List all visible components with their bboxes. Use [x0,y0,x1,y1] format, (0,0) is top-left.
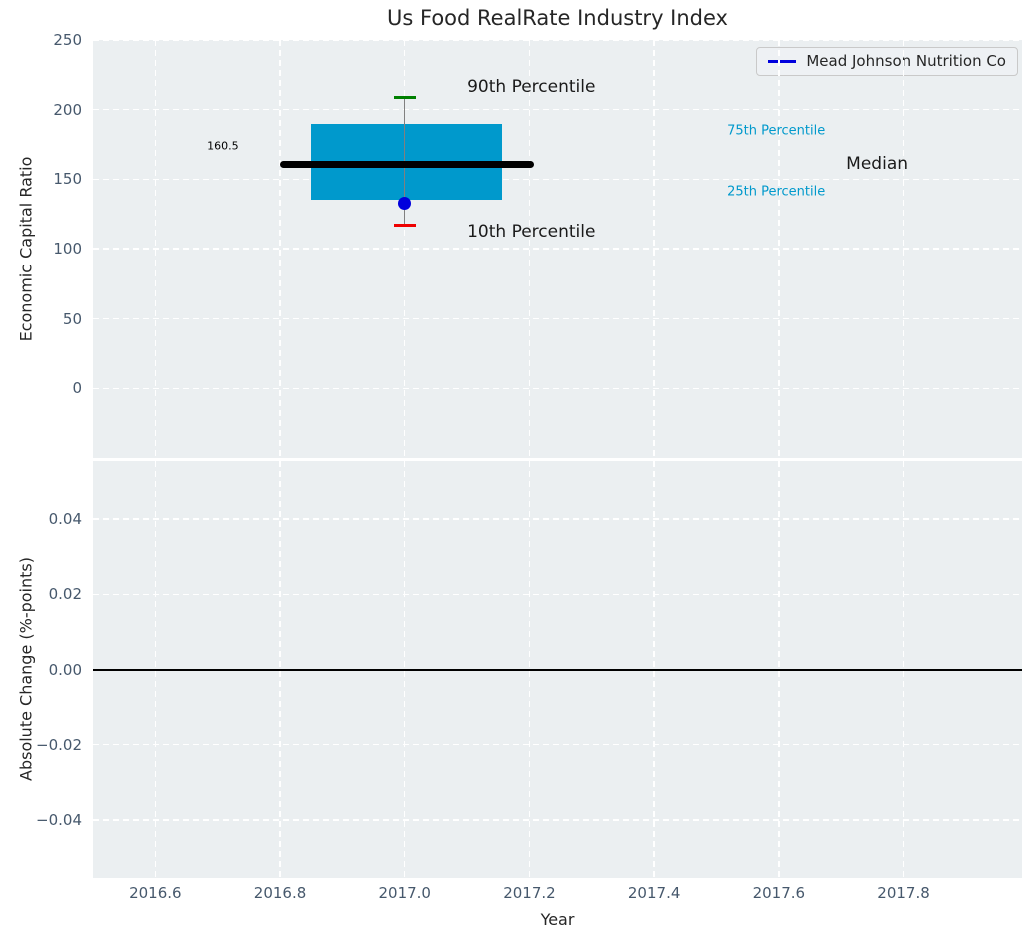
whisker-cap-10th [393,223,416,227]
x-tick-label: 2017.0 [378,884,431,902]
median-line [280,161,534,169]
whisker-cap-90th [393,95,416,99]
y-tick-label: 200 [53,100,82,119]
y-tick-label: 0 [72,379,82,398]
y-tick-label: 100 [53,240,82,258]
y-tick-label: 0.04 [48,510,82,529]
y-tick-label: 50 [62,309,82,328]
gridline-horizontal [93,108,1022,111]
annotation-10th-percentile: 10th Percentile [467,222,596,243]
gridline-horizontal [93,178,1022,181]
zero-line [93,668,1022,671]
gridline-horizontal [93,248,1022,250]
annotation-90th-percentile: 90th Percentile [467,77,596,98]
y-tick-label: 150 [53,170,82,189]
gridline-horizontal [93,593,1022,596]
x-tick-label: 2017.4 [627,884,681,902]
legend: Mead Johnson Nutrition Co [756,47,1018,76]
gridline-horizontal [93,518,1022,520]
chart-title: Us Food RealRate Industry Index [387,6,728,30]
gridline-horizontal [93,387,1022,390]
y-tick-label: −0.04 [36,810,82,829]
x-tick-label: 2017.2 [503,884,556,902]
gridline-horizontal [93,819,1022,821]
y-tick-label: 0.02 [48,585,82,604]
x-tick-label: 2017.8 [877,884,930,902]
x-tick-label: 2016.8 [253,884,307,902]
annotation-25th-percentile: 25th Percentile [727,184,826,200]
x-axis-label: Year [540,910,575,929]
gridline-horizontal [93,317,1022,320]
y-tick-label: 250 [53,31,82,49]
x-tick-label: 2016.6 [129,884,182,902]
company-dot [398,196,412,210]
x-tick-label: 2017.6 [752,884,806,902]
annotation-75th-percentile: 75th Percentile [727,123,826,139]
gridline-horizontal [93,743,1022,746]
annotation-median: Median [846,154,909,174]
annotation-160-5: 160.5 [207,139,239,153]
y-tick-label: −0.02 [36,735,82,754]
gridline-horizontal [93,39,1022,41]
legend-line-swatch [768,59,797,63]
legend-label: Mead Johnson Nutrition Co [806,52,1006,70]
y-tick-label: 0.00 [48,660,82,679]
